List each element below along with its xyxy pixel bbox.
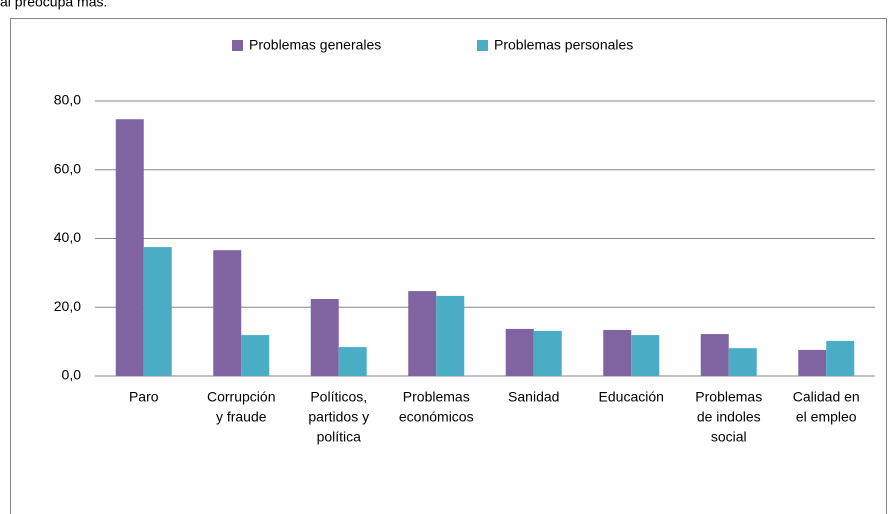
bar	[436, 295, 465, 376]
legend-label: Problemas personales	[494, 37, 633, 53]
bar	[728, 348, 757, 376]
bar	[700, 334, 729, 376]
legend-swatch	[477, 40, 488, 51]
bar	[338, 347, 367, 376]
caption: al preocupa más.	[0, 0, 107, 10]
x-tick-label: Problemas	[695, 389, 762, 405]
legend-label: Problemas generales	[249, 37, 381, 53]
x-tick-label: partidos y	[308, 409, 369, 425]
x-tick-label: Educación	[599, 389, 664, 405]
x-tick-label: Problemas	[403, 389, 470, 405]
x-tick-label: Calidad en	[793, 389, 860, 405]
y-tick-label: 80,0	[54, 92, 81, 108]
bar	[798, 349, 827, 376]
x-tick-label: Sanidad	[508, 389, 559, 405]
legend-swatch	[232, 40, 243, 51]
bar	[408, 291, 437, 376]
bar	[241, 335, 270, 376]
x-tick-label: Políticos,	[310, 389, 367, 405]
x-tick-label: social	[711, 429, 747, 445]
x-tick-label: Corrupción	[207, 389, 275, 405]
bar	[505, 328, 534, 376]
bar	[143, 247, 172, 376]
bar	[603, 329, 632, 376]
x-tick-label: Paro	[129, 389, 159, 405]
bar	[115, 119, 144, 376]
y-tick-label: 0,0	[62, 367, 82, 383]
x-tick-label: y fraude	[216, 409, 267, 425]
bar	[310, 299, 339, 376]
x-tick-label: política	[317, 429, 362, 445]
bar	[826, 340, 855, 376]
x-tick-label: económicos	[399, 409, 474, 425]
bar	[533, 330, 562, 376]
y-tick-label: 20,0	[54, 298, 81, 314]
x-tick-label: el empleo	[796, 409, 857, 425]
bar	[213, 250, 242, 376]
bar	[631, 335, 660, 376]
y-tick-label: 40,0	[54, 229, 81, 245]
x-tick-label: de indoles	[697, 409, 761, 425]
y-tick-label: 60,0	[54, 160, 81, 176]
